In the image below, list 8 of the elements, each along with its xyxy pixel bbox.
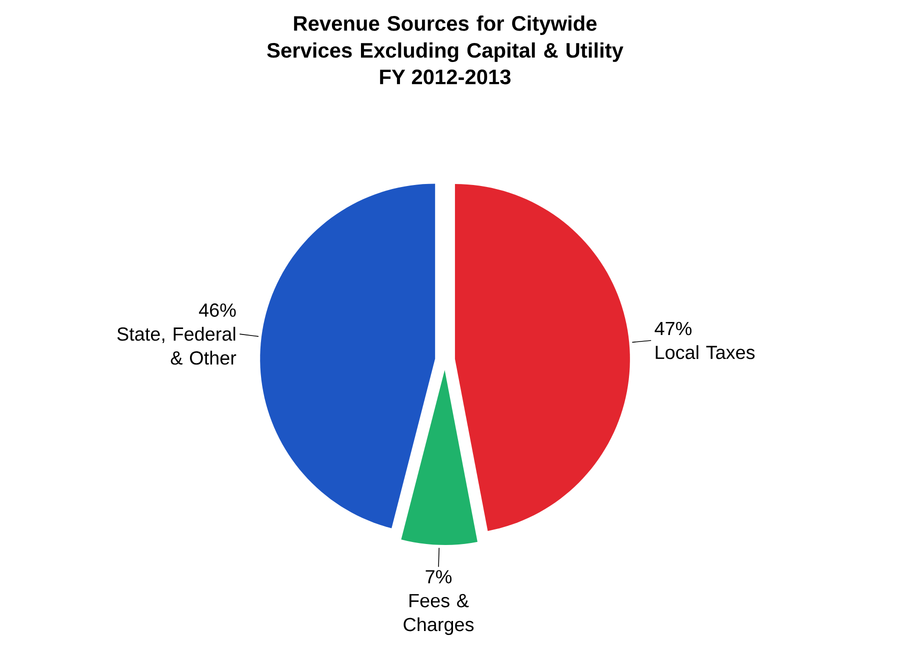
data-label: 7% (426, 570, 452, 584)
slice-label: State, Federal & Other (117, 326, 236, 365)
slice-label: Local Taxes (656, 345, 755, 360)
data-label: 46% (198, 303, 236, 317)
chart-subtitle: FY 2012-2013 (380, 70, 511, 84)
chart-title: Revenue Sources for Citywide Services Excluding Capital & Utility (267, 16, 624, 62)
data-label: 47% (654, 322, 692, 336)
slice-label: Fees & Charges (404, 594, 474, 635)
